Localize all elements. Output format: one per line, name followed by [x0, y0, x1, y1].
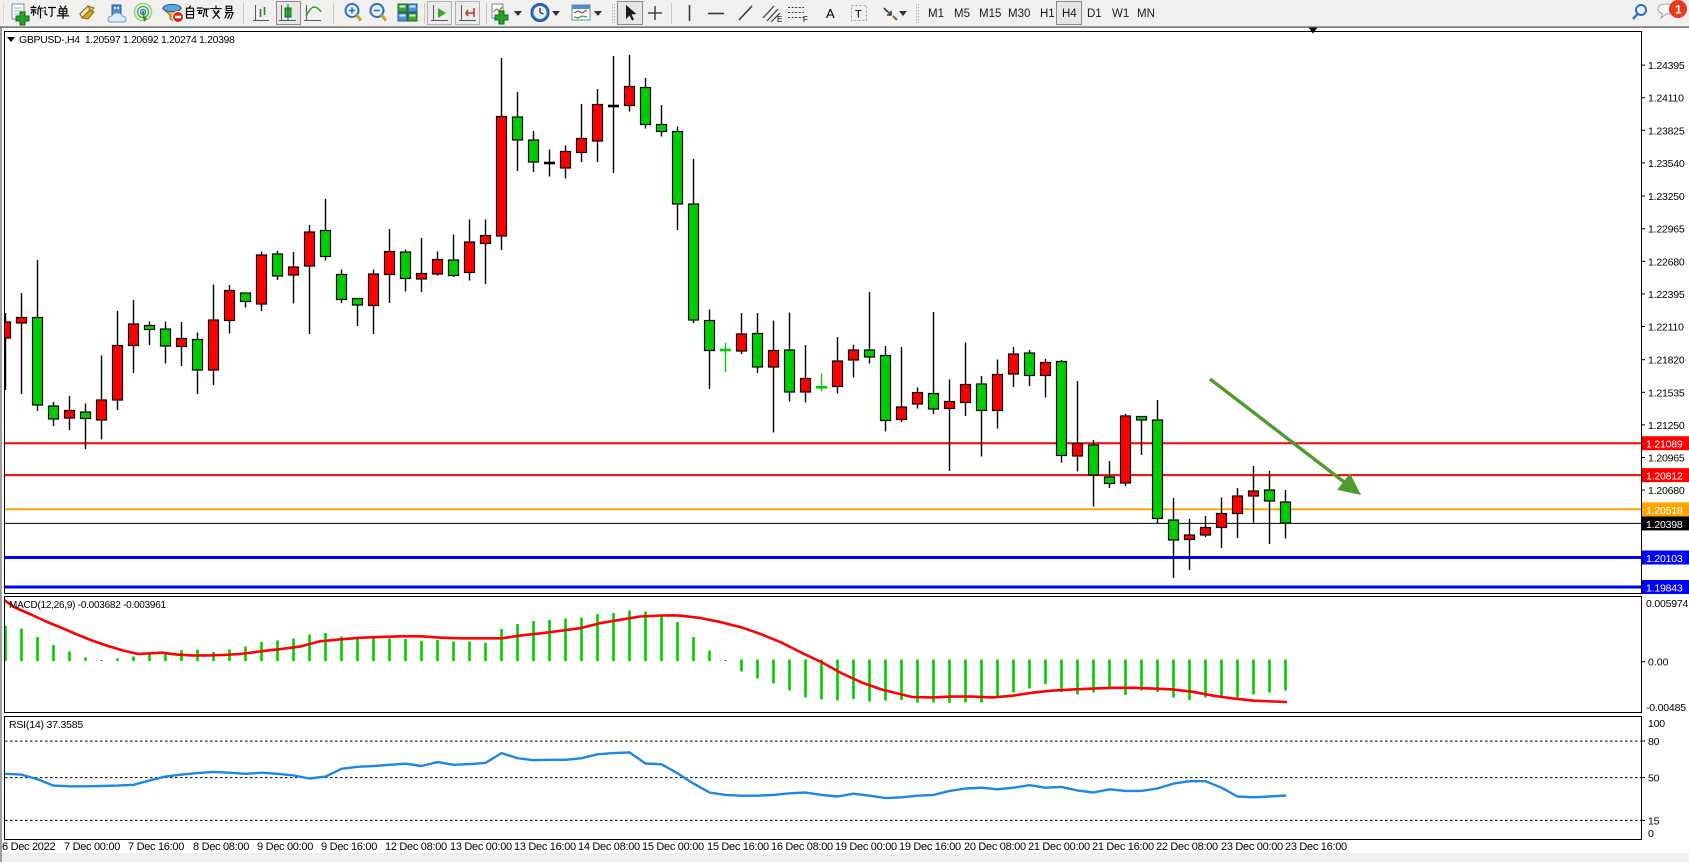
svg-text:7 Dec 00:00: 7 Dec 00:00	[64, 841, 120, 853]
svg-text:1.20680: 1.20680	[1648, 485, 1685, 497]
svg-text:13 Dec 00:00: 13 Dec 00:00	[450, 841, 512, 853]
svg-text:1.21250: 1.21250	[1648, 420, 1685, 432]
svg-text:T: T	[855, 9, 862, 21]
svg-text:1.24395: 1.24395	[1648, 60, 1685, 72]
svg-text:1.21820: 1.21820	[1648, 355, 1685, 367]
svg-text:21 Dec 00:00: 21 Dec 00:00	[1028, 841, 1090, 853]
svg-text:1.21535: 1.21535	[1648, 387, 1685, 399]
svg-text:RSI(14) 37.3585: RSI(14) 37.3585	[9, 719, 83, 731]
svg-text:9 Dec 16:00: 9 Dec 16:00	[321, 841, 377, 853]
svg-text:1.19843: 1.19843	[1646, 583, 1683, 595]
svg-text:14 Dec 08:00: 14 Dec 08:00	[578, 841, 640, 853]
svg-text:1.23825: 1.23825	[1648, 125, 1685, 137]
svg-text:21 Dec 16:00: 21 Dec 16:00	[1092, 841, 1154, 853]
svg-text:1.20518: 1.20518	[1646, 505, 1683, 517]
svg-text:6 Dec 2022: 6 Dec 2022	[2, 841, 55, 853]
svg-text:1.20812: 1.20812	[1646, 471, 1683, 483]
svg-text:15: 15	[1648, 815, 1660, 827]
svg-text:0.005974: 0.005974	[1646, 598, 1689, 610]
svg-text:22 Dec 08:00: 22 Dec 08:00	[1156, 841, 1218, 853]
svg-text:M30: M30	[1008, 8, 1030, 20]
svg-text:1.20965: 1.20965	[1648, 453, 1685, 465]
svg-text:1.22395: 1.22395	[1648, 289, 1685, 301]
svg-text:M15: M15	[979, 8, 1001, 20]
svg-text:23 Dec 16:00: 23 Dec 16:00	[1285, 841, 1347, 853]
svg-text:20 Dec 08:00: 20 Dec 08:00	[964, 841, 1026, 853]
svg-text:1: 1	[1675, 3, 1682, 17]
svg-text:M5: M5	[954, 8, 970, 20]
svg-text:12 Dec 08:00: 12 Dec 08:00	[385, 841, 447, 853]
svg-text:1.22110: 1.22110	[1648, 322, 1684, 334]
svg-text:1.22680: 1.22680	[1648, 256, 1685, 268]
svg-text:H1: H1	[1040, 8, 1055, 20]
svg-text:A: A	[826, 6, 835, 21]
svg-text:GBPUSD-,H4 1.20597 1.20692 1.: GBPUSD-,H4 1.20597 1.20692 1.20274 1.203…	[19, 34, 235, 46]
svg-text:1.21089: 1.21089	[1646, 439, 1683, 451]
svg-text:7 Dec 16:00: 7 Dec 16:00	[128, 841, 184, 853]
svg-text:1.23250: 1.23250	[1648, 191, 1685, 203]
svg-text:MN: MN	[1137, 8, 1155, 20]
svg-text:1.22965: 1.22965	[1648, 224, 1685, 236]
svg-text:8 Dec 08:00: 8 Dec 08:00	[193, 841, 249, 853]
svg-text:15 Dec 16:00: 15 Dec 16:00	[707, 841, 769, 853]
svg-text:0.00: 0.00	[1648, 657, 1669, 669]
svg-text:W1: W1	[1112, 8, 1129, 20]
svg-text:50: 50	[1648, 773, 1660, 785]
svg-text:F: F	[803, 15, 808, 24]
svg-text:80: 80	[1648, 736, 1660, 748]
svg-text:15 Dec 00:00: 15 Dec 00:00	[642, 841, 704, 853]
svg-text:0: 0	[1648, 828, 1654, 840]
svg-text:1.24110: 1.24110	[1648, 93, 1684, 105]
svg-text:1.20103: 1.20103	[1646, 553, 1683, 565]
svg-text:13 Dec 16:00: 13 Dec 16:00	[514, 841, 576, 853]
svg-text:23 Dec 00:00: 23 Dec 00:00	[1221, 841, 1283, 853]
svg-text:M1: M1	[928, 8, 944, 20]
svg-text:H4: H4	[1062, 8, 1077, 20]
svg-text:100: 100	[1648, 718, 1665, 730]
svg-text:16 Dec 08:00: 16 Dec 08:00	[771, 841, 833, 853]
svg-text:E: E	[777, 15, 782, 24]
svg-text:MACD(12,26,9) -0.003682 -0.003: MACD(12,26,9) -0.003682 -0.003961	[9, 600, 167, 611]
svg-text:1.23540: 1.23540	[1648, 158, 1685, 170]
svg-text:9 Dec 00:00: 9 Dec 00:00	[257, 841, 313, 853]
svg-text:19 Dec 16:00: 19 Dec 16:00	[899, 841, 961, 853]
svg-text:D1: D1	[1087, 8, 1102, 20]
svg-text:19 Dec 00:00: 19 Dec 00:00	[835, 841, 897, 853]
svg-text:-0.00485: -0.00485	[1646, 702, 1686, 714]
svg-text:1.20398: 1.20398	[1646, 519, 1683, 531]
